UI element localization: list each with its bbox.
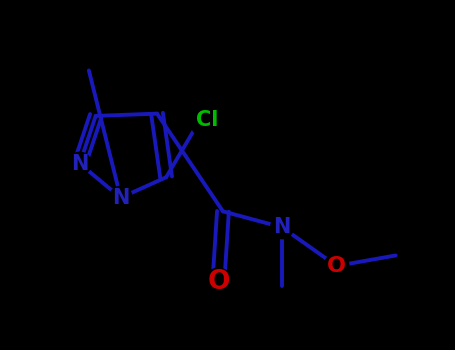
Text: N: N — [273, 217, 291, 237]
Circle shape — [109, 186, 132, 209]
Text: N: N — [71, 154, 88, 174]
Text: N: N — [112, 188, 129, 208]
Text: O: O — [327, 256, 346, 276]
Circle shape — [190, 103, 224, 138]
Circle shape — [68, 152, 91, 175]
Text: O: O — [207, 269, 230, 295]
Circle shape — [324, 254, 349, 278]
Text: Cl: Cl — [196, 111, 218, 131]
Circle shape — [271, 216, 293, 239]
Circle shape — [205, 268, 232, 295]
